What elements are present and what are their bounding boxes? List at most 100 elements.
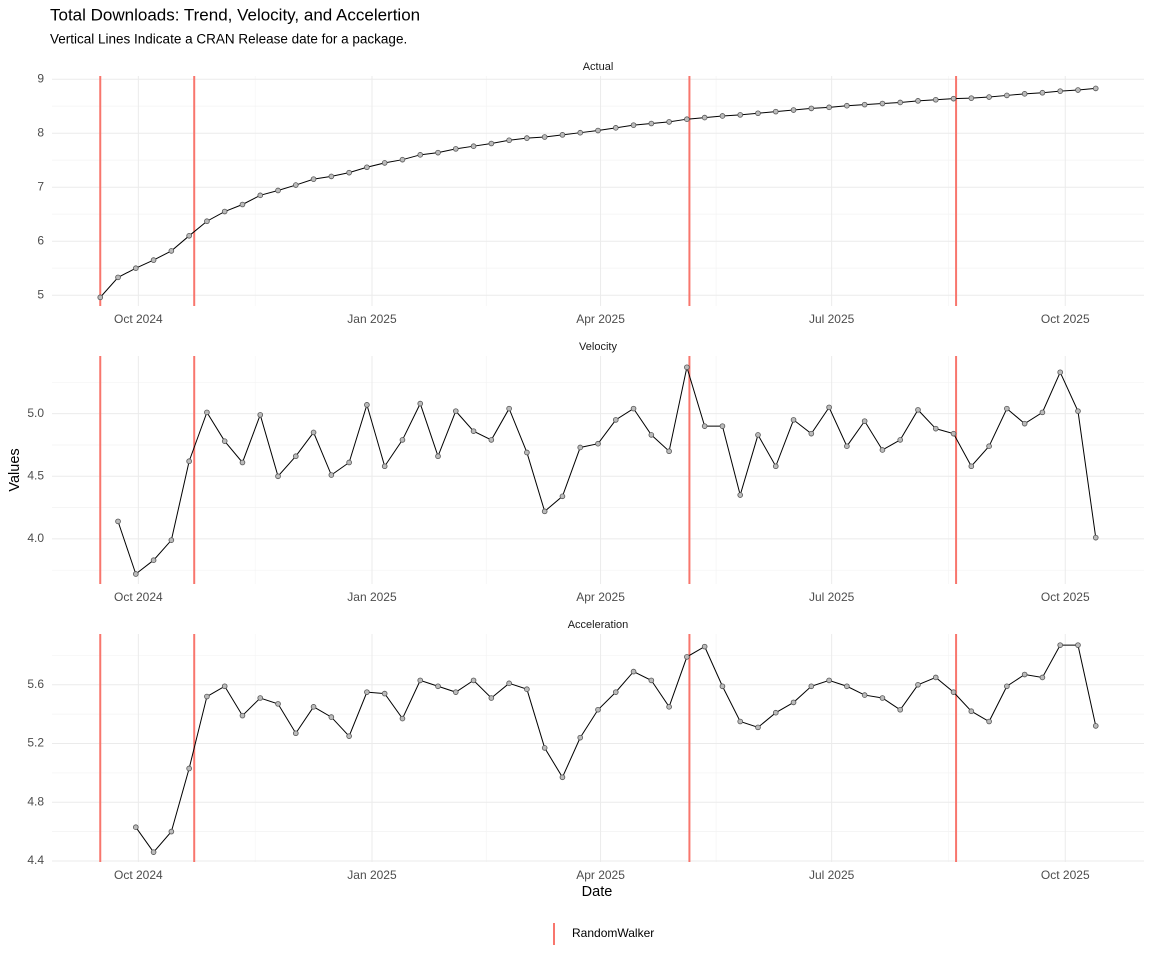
data-point xyxy=(879,447,886,453)
x-tick-label: Jan 2025 xyxy=(347,590,397,604)
y-tick-label: 4.5 xyxy=(27,468,44,482)
data-point xyxy=(506,680,512,687)
data-point xyxy=(364,402,370,408)
data-point xyxy=(292,453,299,460)
data-point xyxy=(968,708,975,715)
data-point xyxy=(826,404,832,411)
data-point xyxy=(452,408,459,414)
data-point xyxy=(506,137,512,144)
data-point xyxy=(328,714,335,720)
y-tick-label: 8 xyxy=(37,125,44,139)
data-point xyxy=(755,432,761,438)
data-point xyxy=(719,423,726,429)
data-point xyxy=(1039,409,1046,416)
data-point xyxy=(861,692,868,698)
facet-title: Acceleration xyxy=(568,619,629,631)
data-point xyxy=(133,824,139,831)
data-point xyxy=(275,701,281,707)
data-point xyxy=(1057,369,1063,376)
data-point xyxy=(381,690,388,697)
data-point xyxy=(186,233,192,239)
data-point xyxy=(417,400,424,407)
data-point xyxy=(737,492,744,498)
data-point xyxy=(577,444,584,451)
data-line xyxy=(135,644,1097,853)
data-point xyxy=(790,699,797,706)
y-tick-label: 4.4 xyxy=(27,853,44,867)
x-tick-label: Jan 2025 xyxy=(347,868,397,882)
data-point xyxy=(399,437,406,443)
x-tick-label: Oct 2024 xyxy=(114,312,163,326)
data-point xyxy=(257,695,264,701)
data-point xyxy=(221,208,228,215)
data-point xyxy=(630,405,637,412)
data-point xyxy=(275,187,281,194)
data-point xyxy=(879,100,886,107)
data-point xyxy=(1075,87,1081,93)
data-point xyxy=(772,108,779,115)
data-point xyxy=(559,493,566,500)
x-tick-label: Jul 2025 xyxy=(809,590,855,604)
data-point xyxy=(470,143,477,149)
data-point xyxy=(133,571,139,577)
data-point xyxy=(1004,405,1010,412)
data-line xyxy=(117,367,1097,575)
data-point xyxy=(932,674,939,681)
data-point xyxy=(115,518,121,525)
data-point xyxy=(328,173,335,180)
data-point xyxy=(417,152,424,158)
data-point xyxy=(772,463,779,470)
data-point xyxy=(506,405,512,412)
y-tick-label: 6 xyxy=(37,233,44,247)
data-point xyxy=(257,412,264,418)
data-point xyxy=(435,683,441,690)
data-point xyxy=(684,364,690,371)
x-tick-label: Jan 2025 xyxy=(347,312,397,326)
data-point xyxy=(346,733,352,739)
data-point xyxy=(524,449,530,456)
x-tick-label: Oct 2024 xyxy=(114,868,163,882)
data-point xyxy=(648,677,655,684)
data-point xyxy=(968,95,975,101)
x-tick-label: Jul 2025 xyxy=(809,868,855,882)
data-point xyxy=(577,129,584,136)
x-tick-label: Apr 2025 xyxy=(576,312,625,326)
data-point xyxy=(826,677,832,684)
data-point xyxy=(755,110,761,117)
data-point xyxy=(97,294,104,301)
y-tick-label: 5.6 xyxy=(27,677,44,691)
data-point xyxy=(684,116,690,122)
data-point xyxy=(701,423,708,429)
data-point xyxy=(115,274,121,281)
y-tick-label: 9 xyxy=(37,71,44,85)
data-point xyxy=(950,430,957,437)
data-line xyxy=(99,87,1096,298)
data-point xyxy=(417,677,424,684)
y-tick-label: 7 xyxy=(37,179,44,193)
data-point xyxy=(470,428,477,434)
data-point xyxy=(221,683,228,690)
data-point xyxy=(790,107,797,113)
data-point xyxy=(292,182,299,188)
x-tick-label: Oct 2024 xyxy=(114,590,163,604)
data-point xyxy=(168,828,175,835)
data-point xyxy=(595,440,601,447)
data-point xyxy=(541,745,548,751)
data-point xyxy=(595,706,601,713)
data-point xyxy=(541,508,548,515)
data-point xyxy=(790,417,797,423)
data-point xyxy=(1004,92,1010,99)
data-point xyxy=(666,119,672,125)
data-point xyxy=(630,668,637,675)
chart-title: Total Downloads: Trend, Velocity, and Ac… xyxy=(50,5,420,24)
data-point xyxy=(666,448,672,455)
data-point xyxy=(204,409,210,416)
data-point xyxy=(168,248,175,254)
data-point xyxy=(239,712,246,719)
x-tick-label: Apr 2025 xyxy=(576,868,625,882)
data-point xyxy=(897,706,904,713)
data-point xyxy=(310,704,317,710)
data-point xyxy=(915,681,921,688)
y-tick-label: 4.8 xyxy=(27,794,44,808)
data-point xyxy=(452,146,459,152)
